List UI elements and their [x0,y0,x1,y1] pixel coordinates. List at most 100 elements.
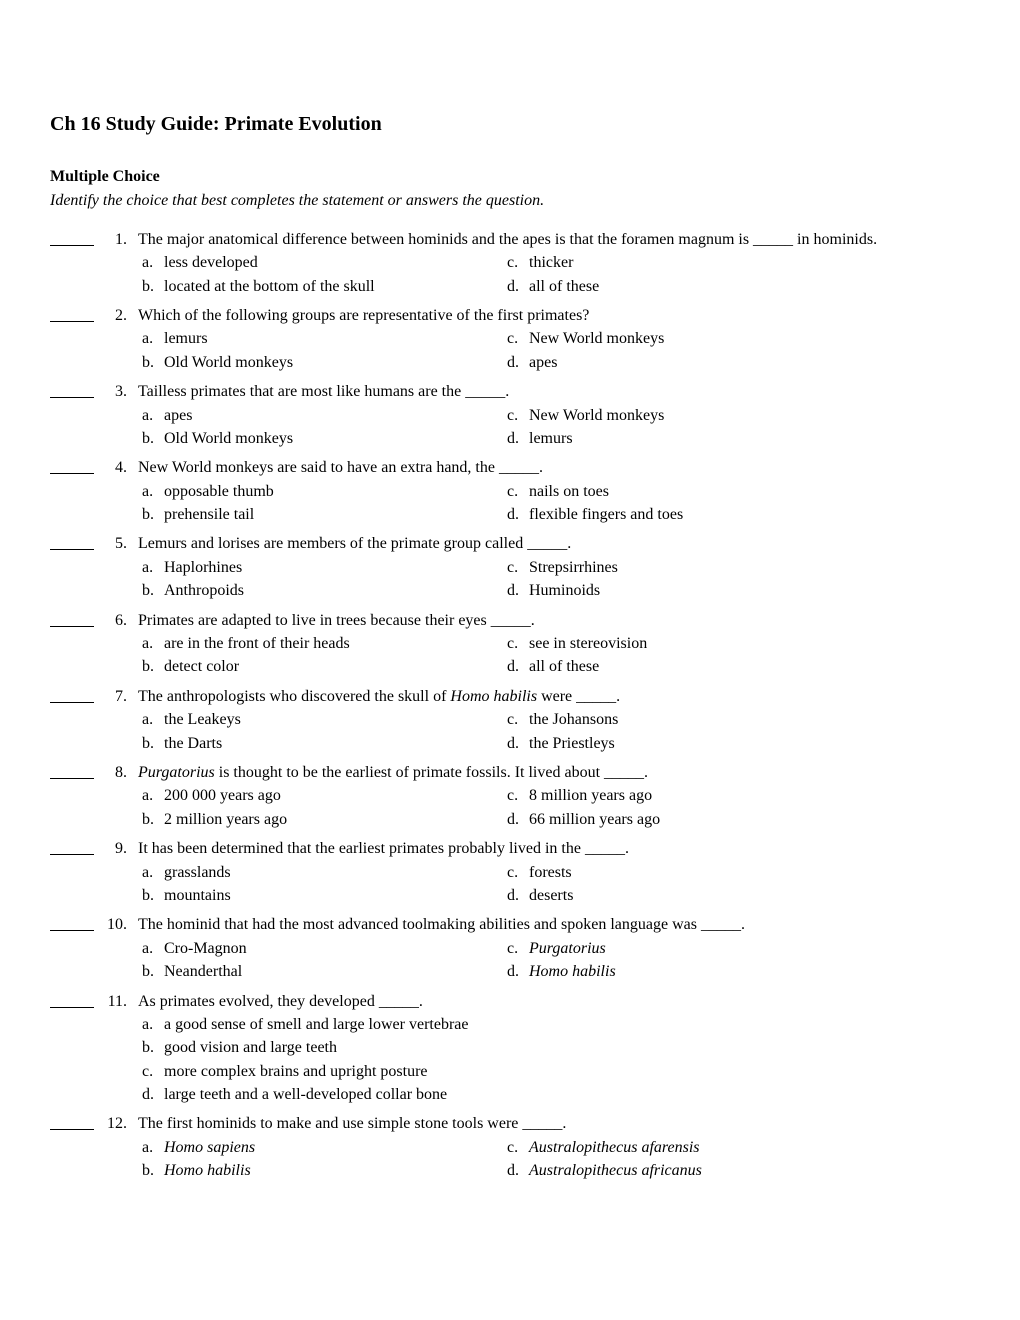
question-number: 9. [103,838,131,860]
answer-blank[interactable] [50,459,94,474]
option-letter: d. [503,504,529,526]
question-stem: Purgatorius is thought to be the earlies… [138,762,970,784]
option-letter: b. [138,961,164,983]
option-text: Homo habilis [529,961,970,983]
question-number: 3. [103,381,131,403]
option-letter: b. [138,1160,164,1182]
option-text: New World monkeys [529,328,970,350]
option-letter: a. [138,938,164,960]
question-number: 4. [103,457,131,479]
option-text: Australopithecus afarensis [529,1137,970,1159]
option: d.Homo habilis [503,961,970,983]
option: c.thicker [503,252,970,274]
option-letter: b. [138,352,164,374]
option-letter: b. [138,656,164,678]
option-text: prehensile tail [164,504,503,526]
option-letter: c. [138,1061,164,1083]
answer-blank[interactable] [50,307,94,322]
option-text: Haplorhines [164,557,503,579]
option-letter: a. [138,709,164,731]
options-container: a.Homo sapiensb.Homo habilisc.Australopi… [138,1137,970,1184]
option-letter: a. [138,785,164,807]
answer-blank[interactable] [50,840,94,855]
option: b.Old World monkeys [138,428,503,450]
answer-blank[interactable] [50,993,94,1008]
option-text: Cro-Magnon [164,938,503,960]
option-letter: c. [503,405,529,427]
option: d.flexible fingers and toes [503,504,970,526]
answer-blank[interactable] [50,1115,94,1130]
question-body: The anthropologists who discovered the s… [131,686,970,756]
option-text: Australopithecus africanus [529,1160,970,1182]
options-container: a.grasslandsb.mountainsc.forestsd.desert… [138,862,970,909]
answer-blank[interactable] [50,688,94,703]
question-body: Purgatorius is thought to be the earlies… [131,762,970,832]
answer-blank[interactable] [50,383,94,398]
options-col-right: c.Australopithecus afarensisd.Australopi… [503,1137,970,1184]
options-container: a.200 000 years agob.2 million years ago… [138,785,970,832]
options-container: a.opposable thumbb.prehensile tailc.nail… [138,481,970,528]
option-letter: d. [503,885,529,907]
option-letter: b. [138,504,164,526]
options-col-right: c.nails on toesd.flexible fingers and to… [503,481,970,528]
option-letter: c. [503,785,529,807]
option-letter: c. [503,709,529,731]
option-text: Anthropoids [164,580,503,602]
answer-blank[interactable] [50,916,94,931]
option-text: see in stereovision [529,633,970,655]
option-letter: a. [138,481,164,503]
option: b.prehensile tail [138,504,503,526]
option-letter: c. [503,938,529,960]
answer-blank[interactable] [50,612,94,627]
option: d.large teeth and a well-developed colla… [138,1084,970,1106]
question-body: The major anatomical difference between … [131,229,970,299]
question-body: Which of the following groups are repres… [131,305,970,375]
option-letter: d. [503,580,529,602]
option-letter: a. [138,405,164,427]
option-letter: d. [503,809,529,831]
answer-blank[interactable] [50,764,94,779]
options-container: a.lemursb.Old World monkeysc.New World m… [138,328,970,375]
options-container: a.Cro-Magnonb.Neanderthalc.Purgatoriusd.… [138,938,970,985]
option-letter: a. [138,557,164,579]
option: c.nails on toes [503,481,970,503]
question-stem: Tailless primates that are most like hum… [138,381,970,403]
question-body: Primates are adapted to live in trees be… [131,610,970,680]
option: c.see in stereovision [503,633,970,655]
options-col-right: c.Strepsirrhinesd.Huminoids [503,557,970,604]
option-letter: b. [138,428,164,450]
option-letter: b. [138,733,164,755]
question-stem: Primates are adapted to live in trees be… [138,610,970,632]
question-body: As primates evolved, they developed ____… [131,991,970,1108]
option: d.Huminoids [503,580,970,602]
option-letter: c. [503,481,529,503]
option: c.Purgatorius [503,938,970,960]
options-col-right: c.see in stereovisiond.all of these [503,633,970,680]
option-text: New World monkeys [529,405,970,427]
options-col-left: a.opposable thumbb.prehensile tail [138,481,503,528]
option-text: detect color [164,656,503,678]
options-col-left: a.Homo sapiensb.Homo habilis [138,1137,503,1184]
option-letter: a. [138,1137,164,1159]
options-col-left: a.apesb.Old World monkeys [138,405,503,452]
question-stem: Lemurs and lorises are members of the pr… [138,533,970,555]
option-letter: c. [503,1137,529,1159]
option-letter: d. [138,1084,164,1106]
option-letter: d. [503,656,529,678]
option-text: Purgatorius [529,938,970,960]
option: c.the Johansons [503,709,970,731]
option: a.a good sense of smell and large lower … [138,1014,970,1036]
answer-blank[interactable] [50,231,94,246]
question-row: 11.As primates evolved, they developed _… [50,991,970,1108]
option: c.Australopithecus afarensis [503,1137,970,1159]
option-text: 8 million years ago [529,785,970,807]
question-body: New World monkeys are said to have an ex… [131,457,970,527]
option-text: apes [164,405,503,427]
options-col-right: c.the Johansonsd.the Priestleys [503,709,970,756]
option: b.2 million years ago [138,809,503,831]
option-text: Neanderthal [164,961,503,983]
option: b.Neanderthal [138,961,503,983]
question-stem: The first hominids to make and use simpl… [138,1113,970,1135]
answer-blank[interactable] [50,535,94,550]
option-text: forests [529,862,970,884]
